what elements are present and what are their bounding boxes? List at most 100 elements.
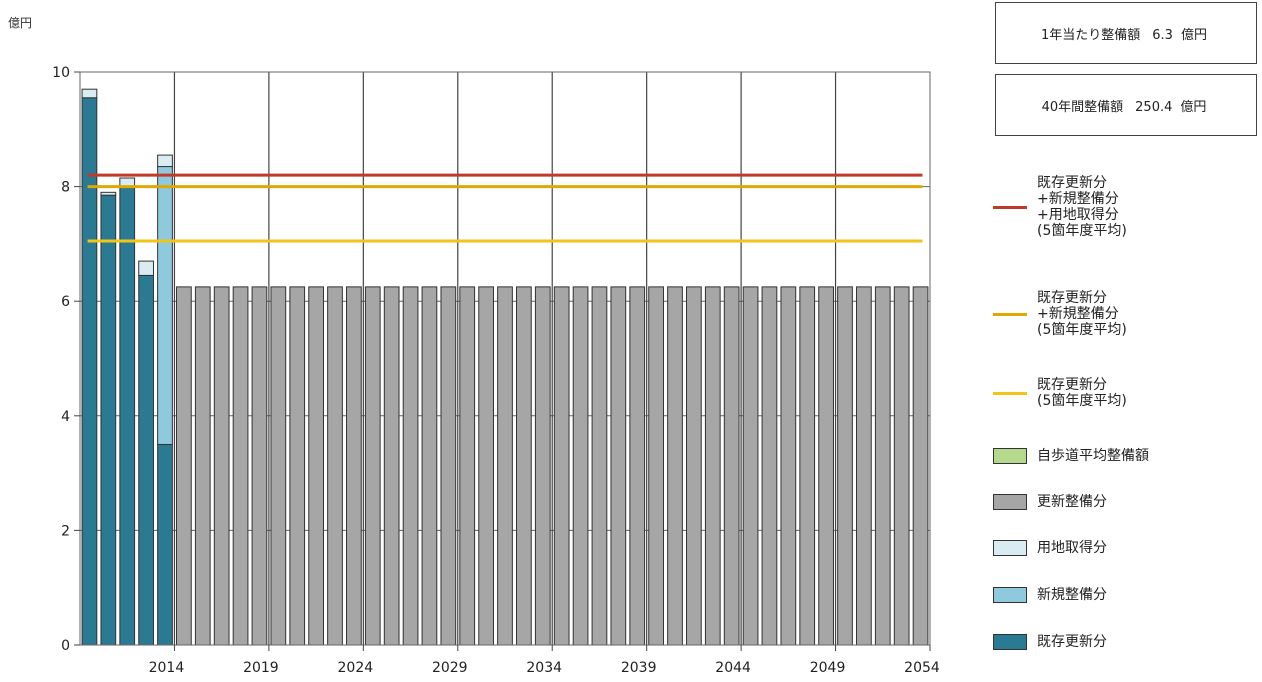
bar-segment <box>81 88 98 99</box>
bar-segment <box>213 286 230 646</box>
annual-cost-box: 1年当たり整備額 6.3 億円 <box>995 2 1257 64</box>
bar-segment <box>138 260 154 276</box>
bar-segment <box>194 286 211 646</box>
bar-segment <box>81 97 98 646</box>
y-tick-label: 2 <box>61 523 70 539</box>
bar-segment <box>251 286 268 646</box>
bar-segment <box>799 286 816 646</box>
legend-label: 既存更新分 <box>1037 634 1107 650</box>
legend-item: 用地取得分 <box>993 540 1107 556</box>
reference-lines <box>87 173 923 243</box>
bar-segment <box>100 194 117 646</box>
bar-segment <box>761 286 778 646</box>
bar-segment <box>346 286 362 646</box>
bar-segment <box>364 286 381 646</box>
y-tick-label: 6 <box>61 294 70 310</box>
legend-label: 自歩道平均整備額 <box>1037 448 1149 464</box>
bar-segment <box>553 286 570 646</box>
bar-chart: 0 2 4 6 8 10 2014 2019 2024 2029 2034 2039 2044 2049 2… <box>52 65 940 676</box>
bar-segment <box>572 286 589 646</box>
bar-segment <box>308 286 324 646</box>
annual-cost-value: 6.3 億円 <box>1148 24 1211 43</box>
legend-swatch <box>993 448 1027 464</box>
x-tick-label: 2014 <box>149 660 185 676</box>
bar-segment <box>856 286 872 646</box>
legend-swatch <box>993 587 1027 603</box>
total-cost-box: 40年間整備額 250.4 億円 <box>995 74 1257 136</box>
bars <box>81 88 929 646</box>
legend-item: 自歩道平均整備額 <box>993 448 1149 464</box>
bar-segment <box>383 286 400 646</box>
y-tick-label: 4 <box>61 409 70 425</box>
bar-segment <box>629 286 646 646</box>
bar-segment <box>534 286 551 646</box>
legend-line-marker <box>993 312 1027 316</box>
legend-item: 既存更新分 +新規整備分 (5箇年度平均) <box>993 290 1127 338</box>
bar-segment <box>327 286 343 646</box>
legend-label: 既存更新分 +新規整備分 +用地取得分 (5箇年度平均) <box>1037 175 1127 239</box>
bar-segment <box>459 286 476 646</box>
legend-label: 既存更新分 (5箇年度平均) <box>1037 377 1127 409</box>
legend-label: 既存更新分 +新規整備分 (5箇年度平均) <box>1037 290 1127 338</box>
y-tick-label: 10 <box>52 65 70 81</box>
bar-segment <box>667 286 683 646</box>
legend-line-marker <box>993 391 1027 395</box>
x-tick-label: 2054 <box>904 660 940 676</box>
total-cost-number: 250.4 <box>1135 99 1173 115</box>
x-tick-label: 2024 <box>338 660 374 676</box>
bar-segment <box>157 443 173 646</box>
bar-segment <box>270 286 287 646</box>
legend-label: 新規整備分 <box>1037 587 1107 603</box>
x-tick-label: 2019 <box>243 660 279 676</box>
bar-segment <box>232 286 249 646</box>
bar-segment <box>704 286 721 646</box>
annual-cost-label: 1年当たり整備額 <box>1041 27 1141 43</box>
bar-segment <box>157 166 173 445</box>
legend-item: 更新整備分 <box>993 494 1107 510</box>
bar-segment <box>100 191 117 196</box>
bar-segment <box>138 274 154 646</box>
bar-segment <box>497 286 513 646</box>
bar-segment <box>119 186 136 646</box>
legend-swatch <box>993 540 1027 556</box>
x-tick-label: 2039 <box>621 660 657 676</box>
legend-item: 既存更新分 (5箇年度平均) <box>993 377 1127 409</box>
x-tick-label: 2049 <box>810 660 846 676</box>
legend-item: 既存更新分 <box>993 634 1107 650</box>
bar-segment <box>818 286 834 646</box>
bar-segment <box>516 286 532 646</box>
y-axis-unit-label: 億円 <box>8 16 33 30</box>
legend-swatch <box>993 634 1027 650</box>
bar-segment <box>610 286 627 646</box>
bar-segment <box>176 286 192 646</box>
total-cost-unit: 億円 <box>1180 99 1207 115</box>
bar-segment <box>893 286 910 646</box>
x-tick-label: 2044 <box>715 660 751 676</box>
annual-cost-number: 6.3 <box>1152 27 1173 43</box>
tick-labels: 0 2 4 6 8 10 2014 2019 2024 2029 2034 2039 2044 2049 2… <box>52 65 940 676</box>
total-cost-label: 40年間整備額 <box>1041 99 1124 115</box>
bar-segment <box>742 286 759 646</box>
bar-segment <box>837 286 853 646</box>
bar-segment <box>157 154 173 168</box>
bar-segment <box>402 286 419 646</box>
y-tick-label: 8 <box>61 180 70 196</box>
bar-segment <box>591 286 608 646</box>
bar-segment <box>874 286 891 646</box>
bar-segment <box>421 286 438 646</box>
annual-cost-unit: 億円 <box>1180 27 1207 43</box>
x-tick-label: 2029 <box>432 660 468 676</box>
legend-label: 更新整備分 <box>1037 494 1107 510</box>
bar-segment <box>686 286 702 646</box>
bar-segment <box>478 286 494 646</box>
bar-segment <box>780 286 797 646</box>
y-tick-label: 0 <box>61 638 70 654</box>
bar-segment <box>289 286 306 646</box>
plot-frame <box>79 71 931 646</box>
bar-segment <box>440 286 457 646</box>
legend-label: 用地取得分 <box>1037 540 1107 556</box>
legend-line-marker <box>993 205 1027 209</box>
bar-segment <box>912 286 929 646</box>
bar-segment <box>723 286 740 646</box>
legend-swatch <box>993 494 1027 510</box>
